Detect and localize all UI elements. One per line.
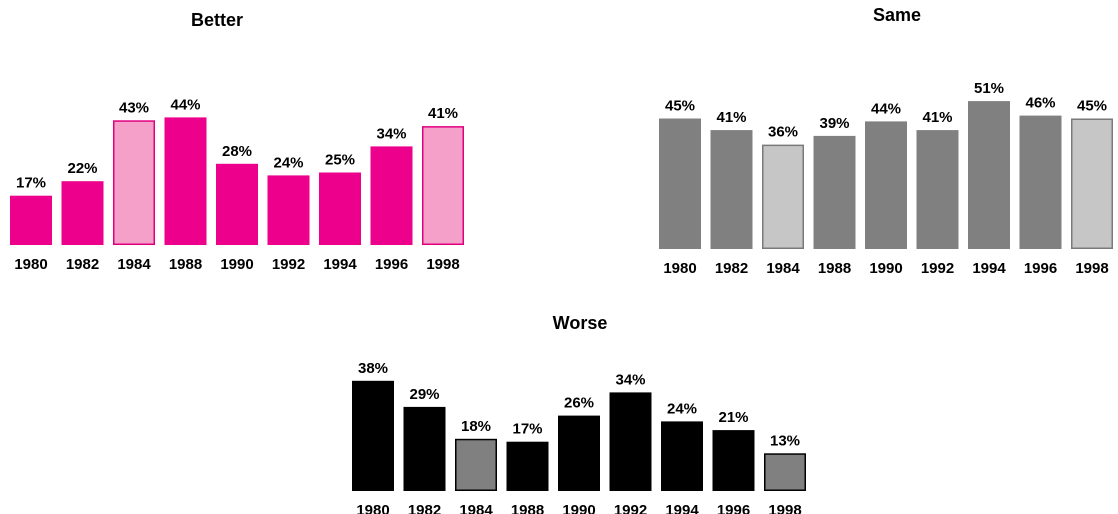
bar: [710, 130, 753, 250]
value-label: 44%: [170, 96, 200, 113]
bar: [661, 421, 703, 491]
x-tick-label: 1998: [426, 256, 459, 273]
bar: [762, 144, 804, 250]
x-tick-label: 1990: [220, 256, 253, 273]
value-label: 13%: [770, 432, 800, 449]
bar: [916, 130, 959, 250]
value-label: 51%: [974, 80, 1004, 97]
value-label: 43%: [119, 99, 149, 116]
bar: [558, 415, 600, 492]
x-tick-label: 1992: [921, 260, 954, 277]
value-label: 36%: [768, 124, 798, 141]
value-label: 34%: [615, 371, 645, 388]
value-label: 17%: [512, 421, 542, 438]
bar: [403, 406, 446, 491]
bar: [865, 121, 907, 249]
x-tick-label: 1994: [323, 256, 357, 273]
chart-title: Worse: [553, 313, 608, 333]
x-tick-label: 1984: [459, 502, 493, 514]
value-label: 39%: [819, 115, 849, 132]
value-label: 41%: [428, 105, 458, 122]
bar: [968, 101, 1010, 249]
x-tick-label: 1988: [511, 502, 544, 514]
bar: [813, 135, 856, 249]
value-label: 18%: [461, 418, 491, 435]
x-tick-label: 1996: [717, 502, 750, 514]
value-label: 29%: [409, 386, 439, 403]
bar: [113, 120, 155, 245]
x-tick-label: 1992: [614, 502, 647, 514]
x-tick-label: 1994: [665, 502, 699, 514]
x-tick-label: 1988: [169, 256, 202, 273]
value-label: 46%: [1025, 95, 1055, 112]
bar: [164, 117, 207, 245]
bar: [422, 126, 464, 245]
x-tick-label: 1980: [356, 502, 389, 514]
chart-title: Better: [191, 10, 243, 30]
value-label: 28%: [222, 143, 252, 160]
bar: [352, 380, 394, 491]
value-label: 21%: [718, 409, 748, 426]
value-label: 34%: [376, 125, 406, 142]
value-label: 44%: [871, 100, 901, 117]
x-tick-label: 1998: [1075, 260, 1108, 277]
chart-title: Same: [873, 5, 921, 25]
bar: [609, 392, 652, 491]
x-tick-label: 1996: [375, 256, 408, 273]
x-tick-label: 1982: [408, 502, 441, 514]
value-label: 45%: [665, 98, 695, 115]
value-label: 17%: [16, 175, 46, 192]
x-tick-label: 1982: [66, 256, 99, 273]
value-label: 45%: [1077, 98, 1107, 115]
bar: [1019, 115, 1062, 249]
bar: [764, 453, 806, 491]
bar: [370, 146, 413, 245]
value-label: 38%: [358, 360, 388, 377]
value-label: 24%: [667, 400, 697, 417]
bar: [1071, 118, 1113, 249]
x-tick-label: 1996: [1024, 260, 1057, 277]
x-tick-label: 1980: [663, 260, 696, 277]
bar: [455, 438, 497, 491]
x-tick-label: 1988: [818, 260, 851, 277]
bar: [61, 181, 104, 245]
bar: [506, 441, 549, 492]
x-tick-label: 1998: [768, 502, 801, 514]
bar: [267, 175, 310, 245]
value-label: 41%: [716, 109, 746, 126]
x-tick-label: 1982: [715, 260, 748, 277]
value-label: 24%: [273, 154, 303, 171]
bar: [712, 430, 755, 492]
value-label: 26%: [564, 395, 594, 412]
value-label: 22%: [67, 160, 97, 177]
x-tick-label: 1984: [117, 256, 151, 273]
bar: [319, 172, 361, 245]
bar: [216, 163, 258, 245]
x-tick-label: 1994: [972, 260, 1006, 277]
value-label: 25%: [325, 152, 355, 169]
value-label: 41%: [922, 109, 952, 126]
bar: [659, 118, 701, 249]
x-tick-label: 1984: [766, 260, 800, 277]
x-tick-label: 1992: [272, 256, 305, 273]
bar: [10, 195, 52, 245]
x-tick-label: 1980: [14, 256, 47, 273]
x-tick-label: 1990: [562, 502, 595, 514]
x-tick-label: 1990: [869, 260, 902, 277]
